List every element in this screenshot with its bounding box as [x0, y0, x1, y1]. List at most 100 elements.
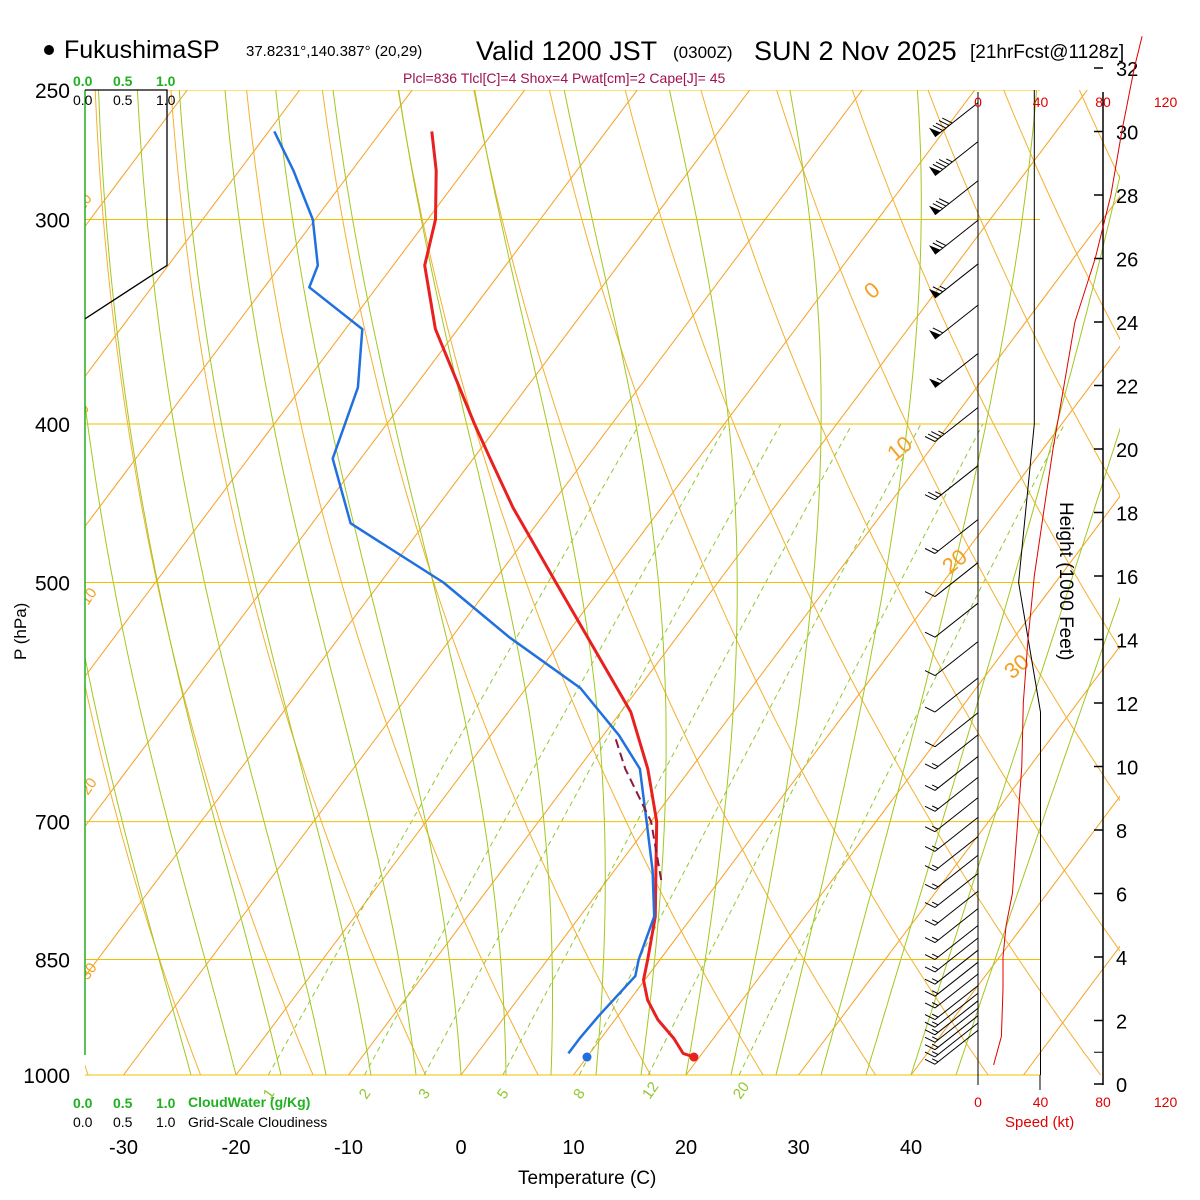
- x-axis-label: Temperature (C): [518, 1168, 656, 1189]
- dry-adiabat-line: [321, 90, 652, 1076]
- sounding-curves: [273, 130, 699, 1062]
- wind-barb: [924, 985, 979, 1021]
- envelope-line: [1018, 90, 1041, 1075]
- wind-barb: [924, 1029, 979, 1065]
- height-tick-label: 8: [1116, 821, 1127, 843]
- dry-adiabat-line: [397, 90, 764, 1076]
- pressure-tick-label: 700: [35, 812, 70, 835]
- wind-barb: [924, 873, 979, 908]
- height-tick-label: 10: [1116, 758, 1138, 780]
- station-name: FukushimaSP: [64, 36, 220, 64]
- valid-label: Valid 1200 JST: [476, 36, 657, 66]
- dry-adiabat-line: [700, 90, 1120, 952]
- cloud-panel: 0.0 0.5 1.0 0.0 0.5 1.0 0.0 0.5 1.0 Clou…: [73, 73, 327, 1130]
- stability-indices: Plcl=836 Tlcl[C]=4 Shox=4 Pwat[cm]=2 Cap…: [403, 70, 726, 86]
- height-tick-label: 14: [1116, 631, 1138, 653]
- height-tick-label: 2: [1116, 1012, 1127, 1034]
- x-tick-label: 40: [900, 1137, 922, 1159]
- pressure-tick-label: 500: [35, 573, 70, 596]
- cloudiness-tick-top-1: 0.5: [113, 92, 133, 108]
- height-tick-label: 22: [1116, 377, 1138, 399]
- moist-adiabat-line: [98, 90, 282, 1076]
- speed-tick-bottom: 80: [1095, 1094, 1111, 1110]
- moist-adiabat-line: [136, 90, 327, 1076]
- pressure-tick-label: 850: [35, 950, 70, 973]
- wind-barb: [924, 961, 979, 997]
- moist-adiabat-line: [332, 90, 507, 1076]
- utc-label: (0300Z): [673, 43, 733, 62]
- wind-barb: [924, 677, 979, 713]
- speed-tick-bottom: 40: [1033, 1094, 1049, 1110]
- wind-barb: [929, 102, 979, 138]
- pressure-tick-label: 1000: [23, 1065, 70, 1088]
- moist-adiabat-line: [224, 90, 417, 1076]
- x-tick-label: 30: [787, 1137, 809, 1159]
- x-tick-label: 10: [562, 1137, 584, 1159]
- cloudwater-tick-top-2: 1.0: [156, 73, 176, 89]
- speed-tick-bottom: 120: [1154, 1094, 1178, 1110]
- wind-barb: [924, 908, 979, 944]
- height-axis-label: Height (1000 Feet): [1055, 502, 1076, 660]
- dry-adiabat-line: [549, 90, 989, 1076]
- moist-adiabat-line: [865, 173, 1120, 1076]
- wind-barb: [924, 854, 979, 890]
- temperature-curve: [423, 131, 695, 1059]
- wind-barb: [924, 712, 979, 748]
- wind-barb: [924, 1015, 979, 1051]
- wind-barb: [924, 1000, 979, 1036]
- dry-adiabat-line: [94, 90, 314, 1076]
- wind-barb: [924, 1022, 979, 1058]
- dry-adiabat-line: [473, 90, 877, 1076]
- wind-speed-curve: [993, 36, 1143, 1066]
- cloudiness-tick-bottom-1: 0.5: [113, 1114, 133, 1130]
- moist-adiabat-line: [955, 596, 1120, 1076]
- wind-barb: [929, 180, 979, 216]
- moist-adiabat-line: [85, 655, 192, 1076]
- wind-barb: [924, 992, 979, 1028]
- moist-adiabat-line: [563, 90, 667, 1076]
- speed-tick-top: 120: [1154, 94, 1178, 110]
- speed-tick-bottom: 0: [974, 1094, 982, 1110]
- cloudwater-tick-bottom-1: 0.5: [113, 1095, 133, 1111]
- dry-adiabat-line: [624, 90, 1102, 1076]
- wind-barb: [924, 519, 979, 554]
- cloudiness-tick-top-2: 1.0: [156, 92, 176, 108]
- dry-adiabat-line: [776, 90, 1120, 802]
- axis-ticks: 250 300 400 500 700 850 1000 -30 -20 -10 0 10 20 30 40: [23, 80, 922, 1159]
- y-axis-label: P (hPa): [11, 603, 30, 660]
- wind-barb: [924, 407, 979, 442]
- moist-adiabat-line: [820, 90, 1038, 1076]
- wind-barb: [924, 836, 979, 872]
- moist-adiabat-line: [669, 90, 738, 1076]
- surface-temperature-dot: [689, 1052, 699, 1062]
- dry-adiabat-line: [85, 683, 202, 1076]
- wind-barb: [924, 937, 979, 973]
- isotherm-line: [910, 795, 1120, 1076]
- cloudiness-tick-bottom-0: 0.0: [73, 1114, 93, 1130]
- x-tick-label: -30: [109, 1137, 138, 1159]
- height-tick-label: 4: [1116, 948, 1127, 970]
- height-tick-label: 20: [1116, 440, 1138, 462]
- moist-adiabat-line: [775, 90, 922, 1076]
- height-tick-label: 16: [1116, 567, 1138, 589]
- moist-adiabat-line: [178, 90, 372, 1076]
- wind-barb: [924, 925, 979, 960]
- height-tick-label: 18: [1116, 504, 1138, 526]
- moist-adiabat-line: [474, 90, 606, 1076]
- wind-barb: [924, 973, 979, 1009]
- height-tick-label: 0: [1116, 1075, 1127, 1097]
- moist-adiabat-line: [85, 399, 237, 1076]
- x-tick-label: -20: [222, 1137, 251, 1159]
- height-tick-label: 32: [1116, 59, 1138, 81]
- moist-adiabat-line: [275, 90, 462, 1076]
- cloudiness-tick-bottom-2: 1.0: [156, 1114, 176, 1130]
- isotherm-line: [85, 90, 301, 378]
- pressure-tick-label: 400: [35, 414, 70, 437]
- isotherm-label: 0: [74, 401, 93, 418]
- pressure-tick-label: 300: [35, 210, 70, 233]
- cloudwater-tick-top-0: 0.0: [73, 73, 93, 89]
